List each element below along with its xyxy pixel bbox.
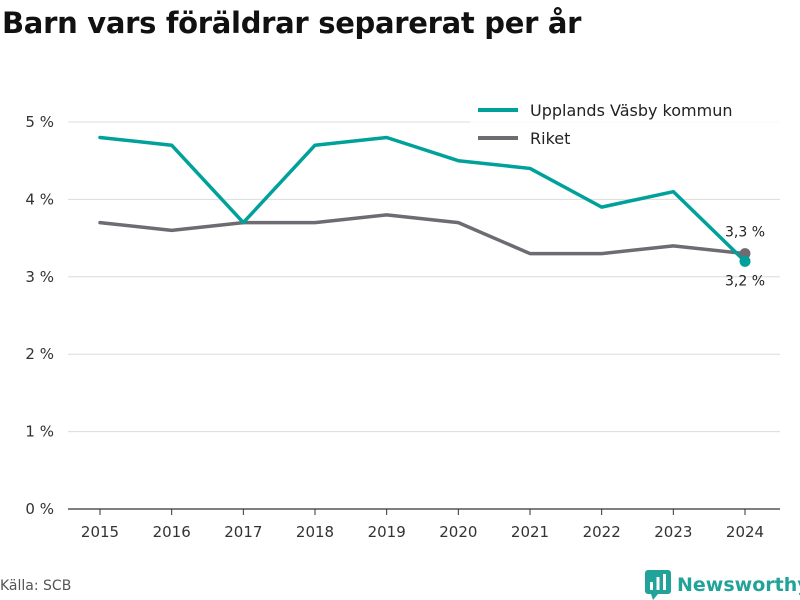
x-tick-label: 2022 <box>583 523 621 541</box>
end-point <box>739 255 751 267</box>
y-tick-label: 1 % <box>25 423 54 441</box>
bar-chart-bubble-icon <box>645 570 671 600</box>
data-label-upplands-vasby: 3,2 % <box>725 273 765 289</box>
x-tick-label: 2020 <box>439 523 477 541</box>
y-tick-label: 4 % <box>25 190 54 208</box>
y-tick-label: 2 % <box>25 345 54 363</box>
x-tick-label: 2017 <box>224 523 262 541</box>
x-tick-label: 2016 <box>153 523 191 541</box>
x-tick-label: 2021 <box>511 523 549 541</box>
series-line <box>98 135 747 264</box>
x-tick-label: 2019 <box>368 523 406 541</box>
y-tick-label: 5 % <box>25 113 54 131</box>
legend-label: Upplands Väsby kommun <box>530 101 732 120</box>
chart-title: Barn vars föräldrar separerat per år <box>2 6 582 40</box>
brand-logo: Newsworthy <box>645 570 800 600</box>
end-point <box>739 248 751 260</box>
series-line <box>98 213 747 256</box>
legend-label: Riket <box>530 129 570 148</box>
y-tick-label: 3 % <box>25 268 54 286</box>
gridlines <box>68 121 780 433</box>
end-labels: 3,2 % 3,3 % <box>725 225 765 290</box>
x-tick-label: 2024 <box>726 523 764 541</box>
x-tick-label: 2023 <box>654 523 692 541</box>
series-lines <box>98 135 751 267</box>
data-label-riket: 3,3 % <box>725 225 765 241</box>
x-tick-label: 2018 <box>296 523 334 541</box>
x-tick-label: 2015 <box>81 523 119 541</box>
x-axis: 2015 2016 2017 2018 2019 2020 2021 2022 2023 2024 <box>68 508 780 541</box>
source-note: Källa: SCB <box>0 578 72 594</box>
legend-background <box>470 94 780 152</box>
brand-name: Newsworthy <box>677 574 800 596</box>
y-tick-label: 0 % <box>25 500 54 518</box>
legend: Upplands Väsby kommun Riket <box>470 94 780 152</box>
y-axis-ticks: 0 % 1 % 2 % 3 % 4 % 5 % <box>25 113 54 518</box>
